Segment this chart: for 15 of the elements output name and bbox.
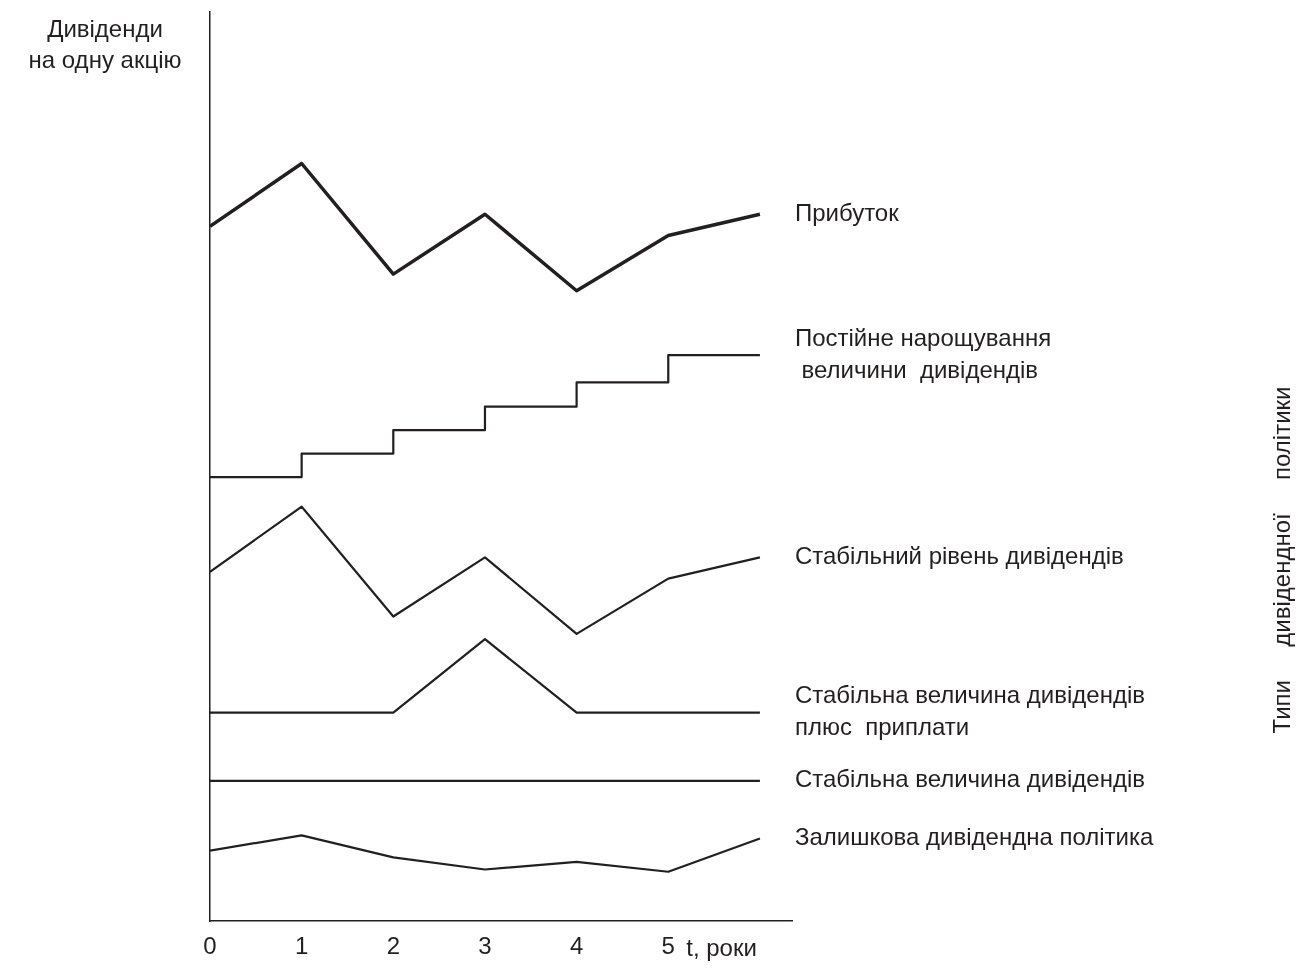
series-label: Стабільний рівень дивідендів [794,542,1124,570]
y-axis-title: Дивіденди на одну акцію [28,14,182,73]
text: Типи дивідендної політики [1267,386,1295,734]
series-label: Прибуток [794,198,900,226]
x-tick-label: 2 [386,932,400,960]
series-label: Залишкова дивідендна політика [794,823,1154,851]
series-label: Постійне нарощування величини дивідендів [794,323,1052,383]
series-label: Стабільна величина дивідендів плюс приплати [794,681,1145,741]
x-axis-title: t, роки [686,933,757,961]
x-tick-label: 1 [294,932,309,960]
x-tick-label: 5 [661,932,675,960]
x-tick-label: 0 [203,932,217,960]
x-tick-label: 4 [569,932,584,960]
x-tick-label: 3 [478,932,492,960]
series-label: Стабільна величина дивідендів [794,765,1145,793]
